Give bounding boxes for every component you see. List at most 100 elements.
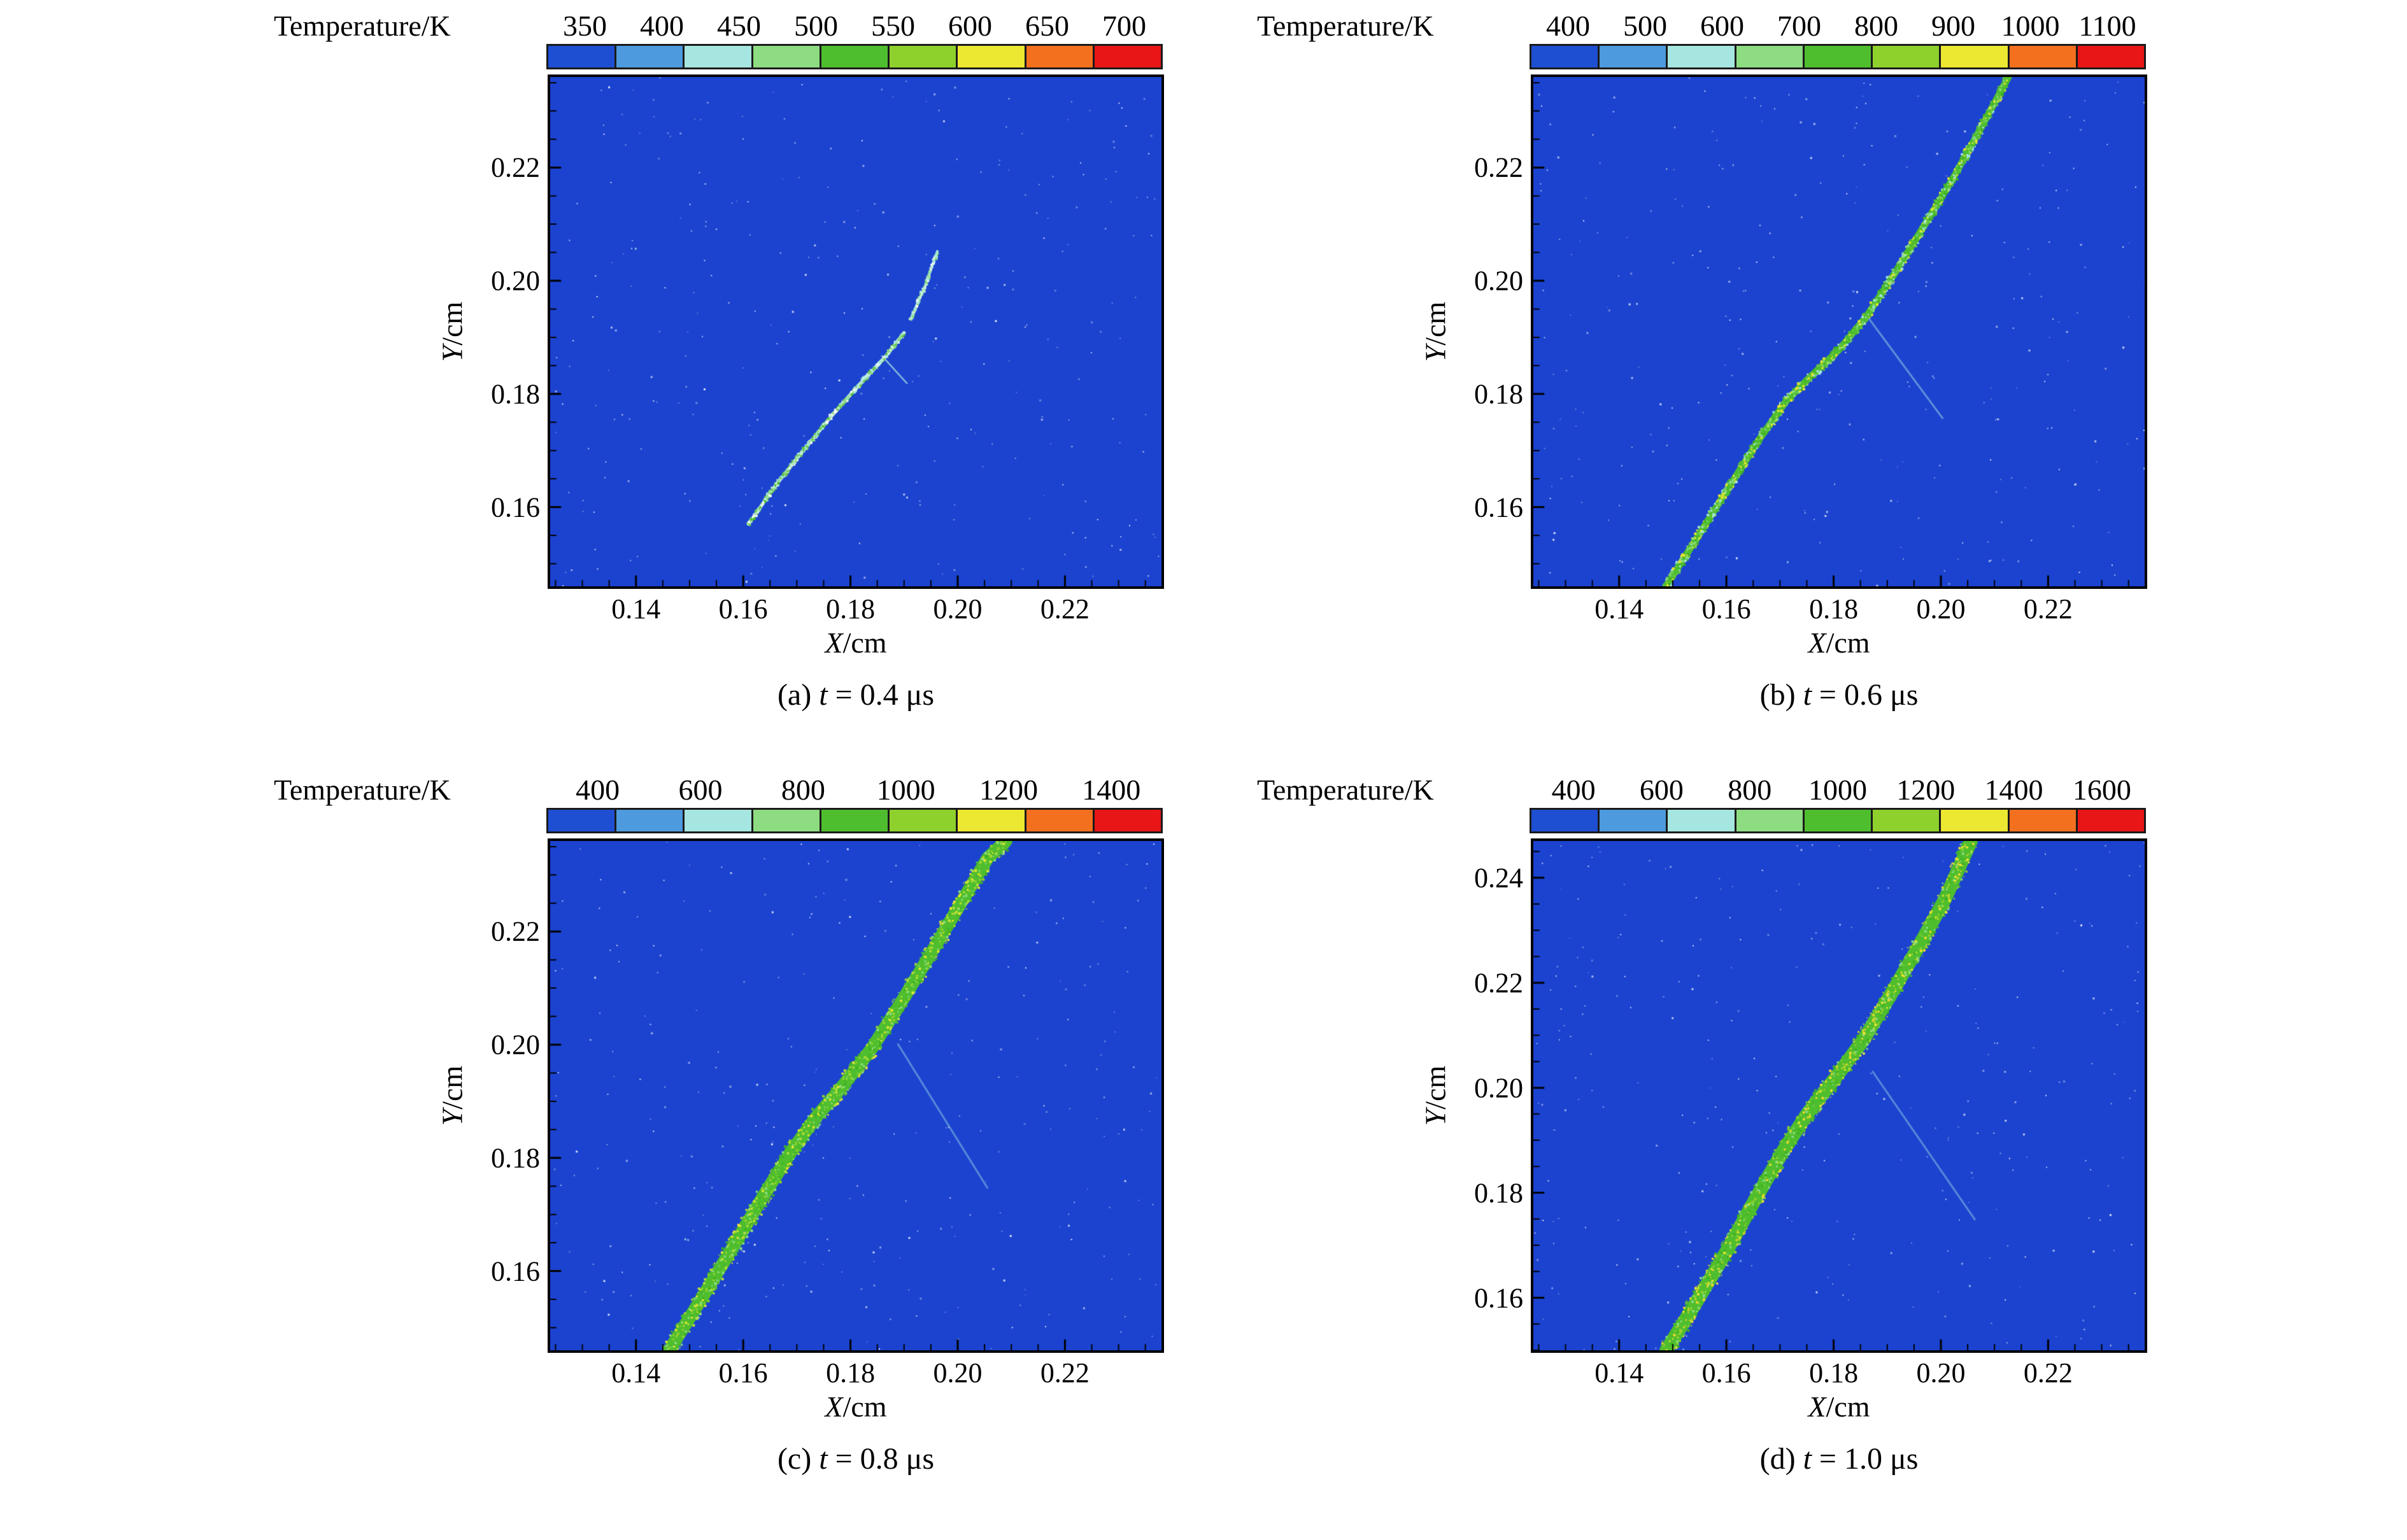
panel-a: Temperature/K 350 400 450 500 550 600 650 700 Y… [0, 0, 1204, 770]
panel-d: Temperature/K 400 600 800 1000 1200 1400 1600 … [1204, 770, 2407, 1540]
colorbar-tick: 350 [563, 10, 607, 42]
caption-a: (a) t = 0.4 μs [548, 677, 1164, 712]
colorbar-segment [1668, 46, 1736, 67]
colorbar-tick: 400 [576, 774, 620, 806]
y-tick-label: 0.22 [1474, 967, 1523, 999]
colorbar-tick: 1100 [2078, 10, 2136, 42]
colorbar-c: Temperature/K 400 600 800 1000 1200 1400 [274, 773, 1204, 833]
colorbar-scale: 350 400 450 500 550 600 650 700 [546, 9, 1163, 69]
y-tick-label: 0.18 [491, 1142, 540, 1174]
y-tick-label: 0.18 [491, 378, 540, 410]
colorbar-segment [753, 46, 821, 67]
caption-index: (c) [777, 1442, 820, 1476]
y-axis-label: Y/cm [1416, 74, 1454, 589]
y-tick-label: 0.22 [491, 152, 540, 183]
plot-area-b: Y/cm 0.16 0.18 0.20 0.22 [1416, 74, 2407, 589]
x-tick-label: 0.18 [1809, 1357, 1859, 1388]
colorbar-segment [958, 810, 1026, 831]
caption-index: (a) [777, 678, 820, 712]
x-axis-ticks: 0.14 0.16 0.18 0.20 0.22 [548, 589, 1164, 626]
colorbar-strip [1530, 808, 2146, 833]
colorbar-tick: 1400 [1984, 774, 2043, 806]
colorbar-segment [890, 46, 958, 67]
colorbar-b: Temperature/K 400 500 600 700 800 900 1000 1100 [1257, 9, 2407, 69]
x-tick-label: 0.22 [1040, 593, 1090, 625]
colorbar-segment [1804, 46, 1873, 67]
colorbar-tick: 600 [1700, 10, 1744, 42]
x-tick-label: 0.20 [933, 1357, 983, 1388]
colorbar-tick: 650 [1025, 10, 1069, 42]
colorbar-a: Temperature/K 350 400 450 500 550 600 650 700 [274, 9, 1204, 69]
y-tick-label: 0.20 [1474, 1072, 1523, 1104]
colorbar-segment [685, 810, 753, 831]
colorbar-title: Temperature/K [274, 774, 451, 806]
caption-d: (d) t = 1.0 μs [1531, 1441, 2147, 1476]
x-tick-label: 0.22 [2023, 1357, 2073, 1388]
colorbar-strip [546, 44, 1163, 69]
colorbar-segment [1873, 810, 1942, 831]
x-axis-symbol: X [825, 626, 843, 659]
y-tick-label: 0.16 [1474, 1282, 1523, 1314]
x-tick-label: 0.16 [1701, 1357, 1751, 1388]
x-tick-label: 0.14 [611, 1357, 661, 1388]
y-tick-label: 0.18 [1474, 1177, 1523, 1209]
x-axis-symbol: X [825, 1390, 843, 1423]
y-tick-label: 0.24 [1474, 862, 1523, 894]
colorbar-segment [548, 810, 617, 831]
colorbar-tick-labels: 350 400 450 500 550 600 650 700 [546, 9, 1163, 43]
x-tick-label: 0.18 [1809, 593, 1859, 625]
x-axis-unit: /cm [1826, 626, 1870, 659]
x-axis-symbol: X [1808, 1390, 1826, 1423]
x-axis-label: X/cm [548, 1390, 1164, 1423]
caption-symbol: t [819, 678, 828, 712]
colorbar-tick: 400 [1546, 10, 1590, 42]
caption-index: (b) [1759, 678, 1803, 712]
colorbar-segment [616, 46, 685, 67]
caption-c: (c) t = 0.8 μs [548, 1441, 1164, 1476]
colorbar-segment [2077, 810, 2144, 831]
colorbar-segment [1600, 810, 1668, 831]
colorbar-segment [548, 46, 617, 67]
colorbar-segment [821, 46, 890, 67]
y-tick-label: 0.20 [491, 265, 540, 297]
y-axis-ticks: 0.16 0.18 0.20 0.22 [471, 838, 548, 1353]
y-tick-label: 0.18 [1474, 378, 1523, 410]
colorbar-tick: 800 [781, 774, 825, 806]
x-axis-label: X/cm [548, 626, 1164, 660]
colorbar-segment [1026, 46, 1095, 67]
caption-value: = 0.8 μs [827, 1442, 935, 1476]
caption-symbol: t [819, 1442, 828, 1476]
plot-area-a: Y/cm 0.16 0.18 0.20 0.22 [433, 74, 1204, 589]
x-tick-label: 0.16 [1701, 593, 1751, 625]
x-tick-label: 0.20 [933, 593, 983, 625]
y-tick-label: 0.20 [491, 1029, 540, 1061]
x-axis-label: X/cm [1531, 626, 2147, 660]
y-axis-ticks: 0.16 0.18 0.20 0.22 0.24 [1454, 838, 1531, 1353]
plot-area-c: Y/cm 0.16 0.18 0.20 0.22 [433, 838, 1204, 1353]
y-axis-unit: /cm [436, 1065, 469, 1110]
colorbar-segment [685, 46, 753, 67]
heatmap-canvas-b [1531, 74, 2147, 589]
caption-value: = 0.6 μs [1811, 678, 1919, 712]
x-tick-label: 0.22 [1040, 1357, 1090, 1388]
heatmap-canvas-c [548, 838, 1164, 1353]
caption-value: = 1.0 μs [1811, 1442, 1919, 1476]
colorbar-segment [1531, 810, 1600, 831]
colorbar-segment [2009, 810, 2078, 831]
y-axis-label: Y/cm [433, 838, 471, 1353]
colorbar-segment [1600, 46, 1668, 67]
x-axis-ticks: 0.14 0.16 0.18 0.20 0.22 [1531, 589, 2147, 626]
colorbar-tick: 700 [1777, 10, 1821, 42]
colorbar-tick: 800 [1854, 10, 1898, 42]
x-axis-symbol: X [1808, 626, 1826, 659]
caption-value: = 0.4 μs [827, 678, 935, 712]
colorbar-tick-labels: 400 600 800 1000 1200 1400 [546, 773, 1163, 807]
colorbar-segment [1026, 810, 1095, 831]
colorbar-tick: 600 [1639, 774, 1684, 806]
x-tick-label: 0.16 [718, 593, 768, 625]
colorbar-tick: 500 [1623, 10, 1667, 42]
y-tick-label: 0.16 [1474, 491, 1523, 523]
colorbar-strip [546, 808, 1163, 833]
colorbar-segment [1094, 810, 1161, 831]
